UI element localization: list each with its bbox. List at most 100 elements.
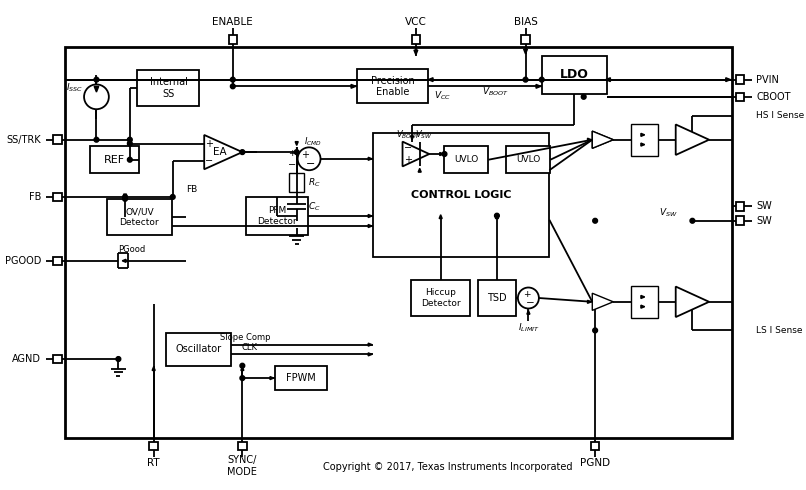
Text: SYNC/
MODE: SYNC/ MODE [227,455,257,477]
Text: $V_{BOOT}$: $V_{BOOT}$ [482,86,509,98]
Text: +: + [523,290,530,299]
Text: Hiccup
Detector: Hiccup Detector [421,288,460,308]
Polygon shape [725,78,730,81]
Text: OV/UV
Detector: OV/UV Detector [119,207,159,227]
Polygon shape [592,131,613,148]
Circle shape [127,157,132,162]
Circle shape [518,288,539,309]
Circle shape [523,77,528,82]
Polygon shape [368,353,372,356]
Polygon shape [675,124,709,155]
Bar [736,93,745,101]
Bar [65,47,733,438]
Text: FB: FB [29,192,41,202]
Circle shape [592,328,597,333]
Bar [373,133,550,257]
Text: Precision
Enable: Precision Enable [371,75,414,97]
Bar [736,202,745,211]
Circle shape [240,363,245,368]
Text: PFM
Detector: PFM Detector [257,206,297,226]
Text: EA: EA [213,147,226,157]
Text: TSD: TSD [487,293,507,303]
Circle shape [592,219,597,223]
Text: $V_{SW}$: $V_{SW}$ [415,129,432,141]
Circle shape [116,357,121,362]
Circle shape [231,77,235,82]
Text: CBOOT: CBOOT [756,92,791,102]
Text: PVIN: PVIN [756,74,779,85]
Polygon shape [418,169,422,172]
Text: SW: SW [756,216,772,226]
Bar [631,123,658,156]
Polygon shape [368,224,372,227]
Polygon shape [94,86,99,92]
Text: +: + [405,155,412,165]
Polygon shape [402,142,430,167]
Bar [238,441,247,450]
Text: Internal
SS: Internal SS [149,77,187,99]
Circle shape [581,95,586,99]
Text: +: + [301,150,310,160]
Bar [149,441,158,450]
Circle shape [94,77,99,82]
Text: −: − [306,159,316,169]
Text: −: − [404,143,413,153]
Bar [53,193,61,201]
Text: ENABLE: ENABLE [213,18,253,27]
Polygon shape [641,143,645,146]
Bar [289,173,305,192]
Text: Slope Comp: Slope Comp [220,334,271,343]
Polygon shape [588,300,592,303]
Polygon shape [270,377,274,380]
Polygon shape [588,138,592,141]
Text: $V_{CC}$: $V_{CC}$ [434,90,451,102]
Circle shape [240,150,245,154]
Circle shape [495,213,499,218]
Polygon shape [641,133,645,136]
Circle shape [231,84,235,89]
Circle shape [170,195,175,199]
Text: LDO: LDO [559,69,588,81]
Circle shape [294,150,299,154]
Text: PGOOD: PGOOD [5,256,41,266]
Polygon shape [592,293,613,310]
Text: −: − [205,156,213,166]
Polygon shape [368,157,372,160]
Bar [89,147,139,173]
Text: $I_{SSC}$: $I_{SSC}$ [66,81,83,94]
Circle shape [539,77,544,82]
Polygon shape [414,50,418,55]
Polygon shape [527,310,530,314]
Bar [591,441,600,450]
Text: UVLO: UVLO [517,155,541,164]
Circle shape [94,137,99,142]
Polygon shape [204,135,243,169]
Polygon shape [428,78,433,81]
Circle shape [127,137,132,142]
Polygon shape [368,343,372,346]
Circle shape [123,196,127,201]
Bar [736,217,745,225]
Bar [53,257,61,265]
Polygon shape [524,49,527,54]
Text: $R_C$: $R_C$ [308,176,321,189]
Text: $V_{BOOT}$: $V_{BOOT}$ [396,129,421,141]
Polygon shape [641,305,645,308]
Text: −: − [526,298,534,308]
Polygon shape [592,131,613,148]
Bar [53,355,61,363]
Polygon shape [641,295,645,298]
Bar [275,366,327,391]
Bar [736,75,745,84]
Bar [357,69,428,103]
Text: Oscillator: Oscillator [176,344,222,354]
Bar [631,286,658,318]
Bar [506,147,550,173]
Text: VCC: VCC [405,18,427,27]
Text: $I_{CMD}$: $I_{CMD}$ [305,135,322,148]
Polygon shape [675,287,709,317]
Text: RT: RT [147,458,160,468]
Bar [138,70,199,106]
Text: $V_{SW}$: $V_{SW}$ [659,207,678,220]
Polygon shape [410,136,413,140]
